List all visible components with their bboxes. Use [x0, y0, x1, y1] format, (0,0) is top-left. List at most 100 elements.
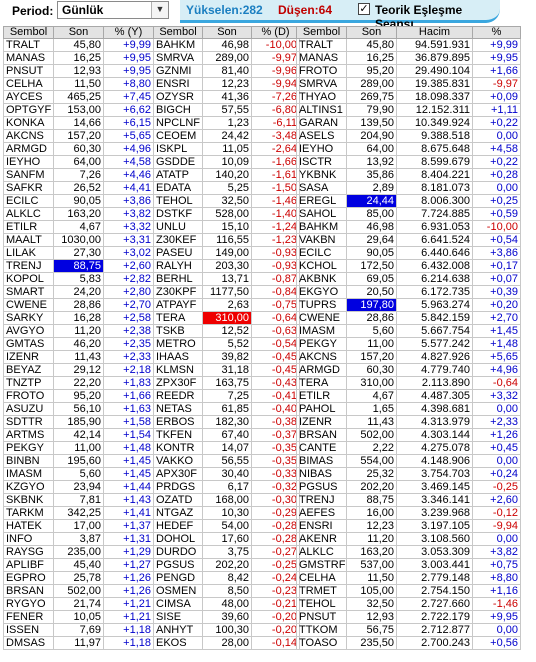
table-row[interactable]: CWENE 28,86 5.842.159 +2,70	[296, 311, 521, 325]
table-row[interactable]: EDATA 5,25 -1,50	[153, 181, 300, 195]
table-row[interactable]: LILAK 27,30 +3,02	[3, 246, 154, 260]
table-row[interactable]: ISKPL 11,05 -2,64	[153, 142, 300, 156]
table-row[interactable]: SKBNK 7,81 +1,43	[3, 493, 154, 507]
table-row[interactable]: PEKGY 11,00 +1,48	[3, 441, 154, 455]
table-row[interactable]: ASUZU 56,10 +1,63	[3, 402, 154, 416]
table-row[interactable]: IEYHO 64,00 8.675.648 +4,58	[296, 142, 521, 156]
table-row[interactable]: THYAO 269,75 18.098.337 +0,09	[296, 90, 521, 104]
table-row[interactable]: CELHA 11,50 +8,80	[3, 77, 154, 91]
table-row[interactable]: TRENJ 88,75 3.346.141 +2,60	[296, 493, 521, 507]
table-row[interactable]: PGSUS 202,20 -0,25	[153, 558, 300, 572]
table-row[interactable]: KONKA 14,66 +6,15	[3, 116, 154, 130]
table-row[interactable]: DOHOL 17,60 -0,28	[153, 532, 300, 546]
table-row[interactable]: SAHOL 85,00 7.724.885 +0,59	[296, 207, 521, 221]
table-row[interactable]: OPTGYF 153,00 +6,62	[3, 103, 154, 117]
table-row[interactable]: NTGAZ 10,30 -0,29	[153, 506, 300, 520]
table-row[interactable]: BERHL 13,71 -0,87	[153, 272, 300, 286]
table-row[interactable]: PASEU 149,00 -0,93	[153, 246, 300, 260]
table-row[interactable]: ENSRI 12,23 -9,94	[153, 77, 300, 91]
table-row[interactable]: ARTMS 42,14 +1,54	[3, 428, 154, 442]
table-row[interactable]: TRENJ 88,75 +2,60	[3, 259, 154, 273]
table-row[interactable]: DSTKF 528,00 -1,40	[153, 207, 300, 221]
table-row[interactable]: SMRVA 289,00 19.385.831 -9,97	[296, 77, 521, 91]
table-row[interactable]: NETAS 61,85 -0,40	[153, 402, 300, 416]
table-row[interactable]: TERA 310,00 -0,64	[153, 311, 300, 325]
table-row[interactable]: PAHOL 1,65 4.398.681 0,00	[296, 402, 521, 416]
table-row[interactable]: AYCES 465,25 +7,45	[3, 90, 154, 104]
table-row[interactable]: SANFM 7,26 +4,46	[3, 168, 154, 182]
table-row[interactable]: PGSUS 202,20 3.469.145 -0,25	[296, 480, 521, 494]
table-row[interactable]: VAKBN 29,64 6.641.524 +0,54	[296, 233, 521, 247]
column-header-change[interactable]: % (Y)	[103, 26, 154, 39]
table-row[interactable]: IHAAS 39,82 -0,45	[153, 350, 300, 364]
table-row[interactable]: VAKKO 56,55 -0,35	[153, 454, 300, 468]
table-row[interactable]: RAYSG 235,00 +1,29	[3, 545, 154, 559]
table-row[interactable]: DURDO 3,75 -0,27	[153, 545, 300, 559]
table-row[interactable]: AKBNK 69,05 6.214.638 +0,07	[296, 272, 521, 286]
table-row[interactable]: MANAS 16,25 36.879.895 +9,95	[296, 51, 521, 65]
table-row[interactable]: ECILC 90,05 +3,86	[3, 194, 154, 208]
table-row[interactable]: SMRVA 289,00 -9,97	[153, 51, 300, 65]
column-header-change[interactable]: %	[472, 26, 521, 39]
table-row[interactable]: ISCTR 13,92 8.599.679 +0,22	[296, 155, 521, 169]
table-row[interactable]: DMSAS 11,97 +1,18	[3, 636, 154, 650]
table-row[interactable]: INFO 3,87 +1,31	[3, 532, 154, 546]
table-row[interactable]: AKENR 11,20 3.108.560 0,00	[296, 532, 521, 546]
table-row[interactable]: AKCNS 157,20 4.827.926 +5,65	[296, 350, 521, 364]
column-header-change[interactable]: % (D)	[251, 26, 300, 39]
chevron-down-icon[interactable]: ▼	[151, 2, 168, 18]
table-row[interactable]: TERA 310,00 2.113.890 -0,64	[296, 376, 521, 390]
table-row[interactable]: KLMSN 31,18 -0,45	[153, 363, 300, 377]
table-row[interactable]: GSDDE 10,09 -1,66	[153, 155, 300, 169]
table-row[interactable]: FENER 10,05 +1,21	[3, 610, 154, 624]
table-row[interactable]: PRDGS 6,17 -0,32	[153, 480, 300, 494]
table-row[interactable]: ATPAYF 2,63 -0,75	[153, 298, 300, 312]
table-row[interactable]: METRO 5,52 -0,54	[153, 337, 300, 351]
table-row[interactable]: TKFEN 67,40 -0,37	[153, 428, 300, 442]
table-row[interactable]: ZPX30F 163,75 -0,43	[153, 376, 300, 390]
table-row[interactable]: TOASO 235,50 2.700.243 +0,56	[296, 636, 521, 650]
table-row[interactable]: OSMEN 8,50 -0,23	[153, 584, 300, 598]
table-row[interactable]: EKOS 28,00 -0,14	[153, 636, 300, 650]
table-row[interactable]: CEOEM 24,42 -3,48	[153, 129, 300, 143]
table-row[interactable]: RALYH 203,30 -0,93	[153, 259, 300, 273]
table-row[interactable]: PEKGY 11,00 5.577.242 +1,48	[296, 337, 521, 351]
table-row[interactable]: PNSUT 12,93 2.722.179 +9,95	[296, 610, 521, 624]
table-row[interactable]: FROTO 95,20 29.490.104 +1,66	[296, 64, 521, 78]
table-row[interactable]: SISE 39,60 -0,20	[153, 610, 300, 624]
table-row[interactable]: AKCNS 157,20 +5,65	[3, 129, 154, 143]
table-row[interactable]: GMSTRF 537,00 3.003.441 +0,75	[296, 558, 521, 572]
table-row[interactable]: CIMSA 48,00 -0,21	[153, 597, 300, 611]
table-row[interactable]: SARKY 16,28 +2,58	[3, 311, 154, 325]
table-row[interactable]: ALTINS1 79,90 12.152.311 +1,11	[296, 103, 521, 117]
table-row[interactable]: NIBAS 25,32 3.754.703 +0,24	[296, 467, 521, 481]
column-header-last[interactable]: Son	[202, 26, 252, 39]
table-row[interactable]: PENGD 8,42 -0,24	[153, 571, 300, 585]
table-row[interactable]: BAHKM 46,98 -10,00	[153, 38, 300, 52]
table-row[interactable]: IMASM 5,60 5.667.754 +1,45	[296, 324, 521, 338]
table-row[interactable]: IMASM 5,60 +1,45	[3, 467, 154, 481]
table-row[interactable]: BIMAS 554,00 4.148.906 0,00	[296, 454, 521, 468]
table-row[interactable]: TRALT 45,80 +9,99	[3, 38, 154, 52]
table-row[interactable]: KONTR 14,07 -0,35	[153, 441, 300, 455]
table-row[interactable]: EKGYO 20,50 6.172.735 +0,39	[296, 285, 521, 299]
column-header-last[interactable]: Son	[346, 26, 397, 39]
table-row[interactable]: IZENR 11,43 4.313.979 +2,33	[296, 415, 521, 429]
table-row[interactable]: ARMGD 60,30 4.779.740 +4,96	[296, 363, 521, 377]
table-row[interactable]: EGPRO 25,78 +1,26	[3, 571, 154, 585]
table-row[interactable]: BRSAN 502,00 4.303.144 +1,26	[296, 428, 521, 442]
table-row[interactable]: ETILR 4,67 +3,32	[3, 220, 154, 234]
table-row[interactable]: GARAN 139,50 10.349.924 +0,22	[296, 116, 521, 130]
table-row[interactable]: Z30KEF 116,55 -1,23	[153, 233, 300, 247]
table-row[interactable]: ALKLC 163,20 +3,82	[3, 207, 154, 221]
table-row[interactable]: BEYAZ 29,12 +2,18	[3, 363, 154, 377]
table-row[interactable]: IEYHO 64,00 +4,58	[3, 155, 154, 169]
table-row[interactable]: APLIBF 45,40 +1,27	[3, 558, 154, 572]
table-row[interactable]: GMTAS 46,20 +2,35	[3, 337, 154, 351]
table-row[interactable]: TSKB 12,52 -0,63	[153, 324, 300, 338]
table-row[interactable]: YKBNK 35,86 8.404.221 +0,28	[296, 168, 521, 182]
table-row[interactable]: GZNMI 81,40 -9,96	[153, 64, 300, 78]
table-row[interactable]: AEFES 16,00 3.239.968 -0,12	[296, 506, 521, 520]
table-row[interactable]: OZATD 168,00 -0,30	[153, 493, 300, 507]
table-row[interactable]: APX30F 30,40 -0,33	[153, 467, 300, 481]
